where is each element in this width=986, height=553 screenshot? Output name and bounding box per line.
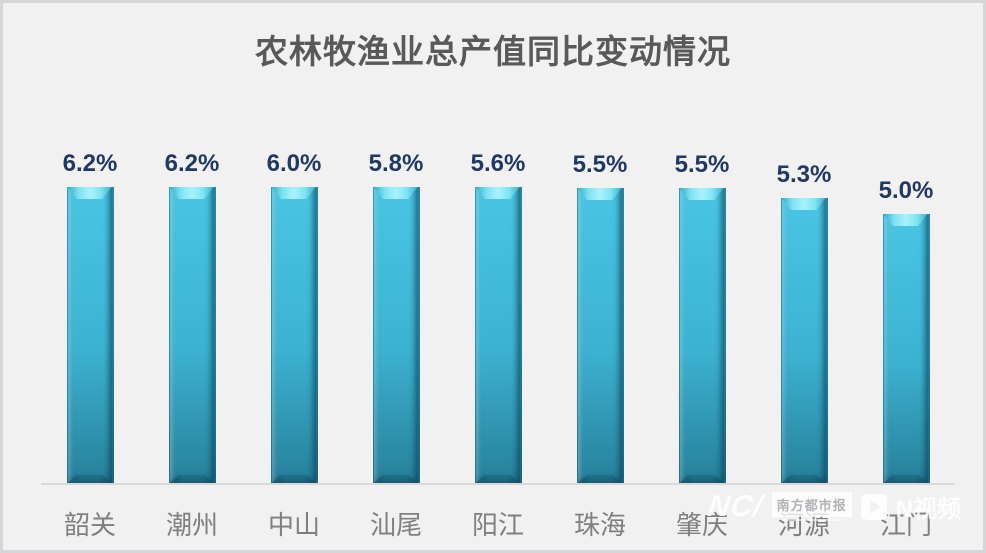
bar [882,214,930,483]
bar-group: 5.8% [345,150,447,483]
bar-group: 5.6% [447,150,549,483]
bar [576,188,624,483]
bar-value-label: 5.3% [776,161,832,188]
bar-group: 5.0% [855,150,957,483]
bar-group: 6.2% [141,150,243,483]
category-label: 中山 [267,510,320,540]
category-label: 江门 [879,510,932,540]
bar [678,188,726,483]
bar-group: 6.2% [39,150,141,483]
category-label: 潮州 [165,510,218,540]
bar-value-label: 6.0% [266,150,322,177]
category-label: 珠海 [573,510,626,540]
category-label: 河源 [777,510,830,540]
bar [270,187,318,483]
bar [474,187,522,483]
category-axis: 韶关 潮州 中山 汕尾 阳江 珠海 肇庆 河源 江门 [39,505,957,542]
bar-group: 6.0% [243,150,345,483]
category-label: 韶关 [63,510,116,540]
bar-value-label: 5.0% [878,177,934,204]
bar [168,187,216,483]
bar-value-label: 6.2% [164,150,220,177]
category-label: 肇庆 [675,510,728,540]
bar-value-label: 5.6% [470,150,526,177]
bar-value-label: 5.5% [674,151,730,178]
bar [66,187,114,483]
bar-value-label: 6.2% [62,150,118,177]
category-label: 汕尾 [369,510,422,540]
bar-group: 5.5% [651,150,753,483]
bar-value-label: 5.8% [368,150,424,177]
bar [372,187,420,483]
plot-area: 6.2% 6.2% 6.0% 5.8% 5.6% 5.5% 5.5% 5.3% 5.0% [39,150,957,483]
chart-title: 农林牧渔业总产值同比变动情况 [255,33,731,70]
x-axis-line [41,483,955,485]
bar-value-label: 5.5% [572,151,628,178]
bar-group: 5.3% [753,150,855,483]
bar-group: 5.5% [549,150,651,483]
bar [780,198,828,483]
category-label: 阳江 [471,510,524,540]
